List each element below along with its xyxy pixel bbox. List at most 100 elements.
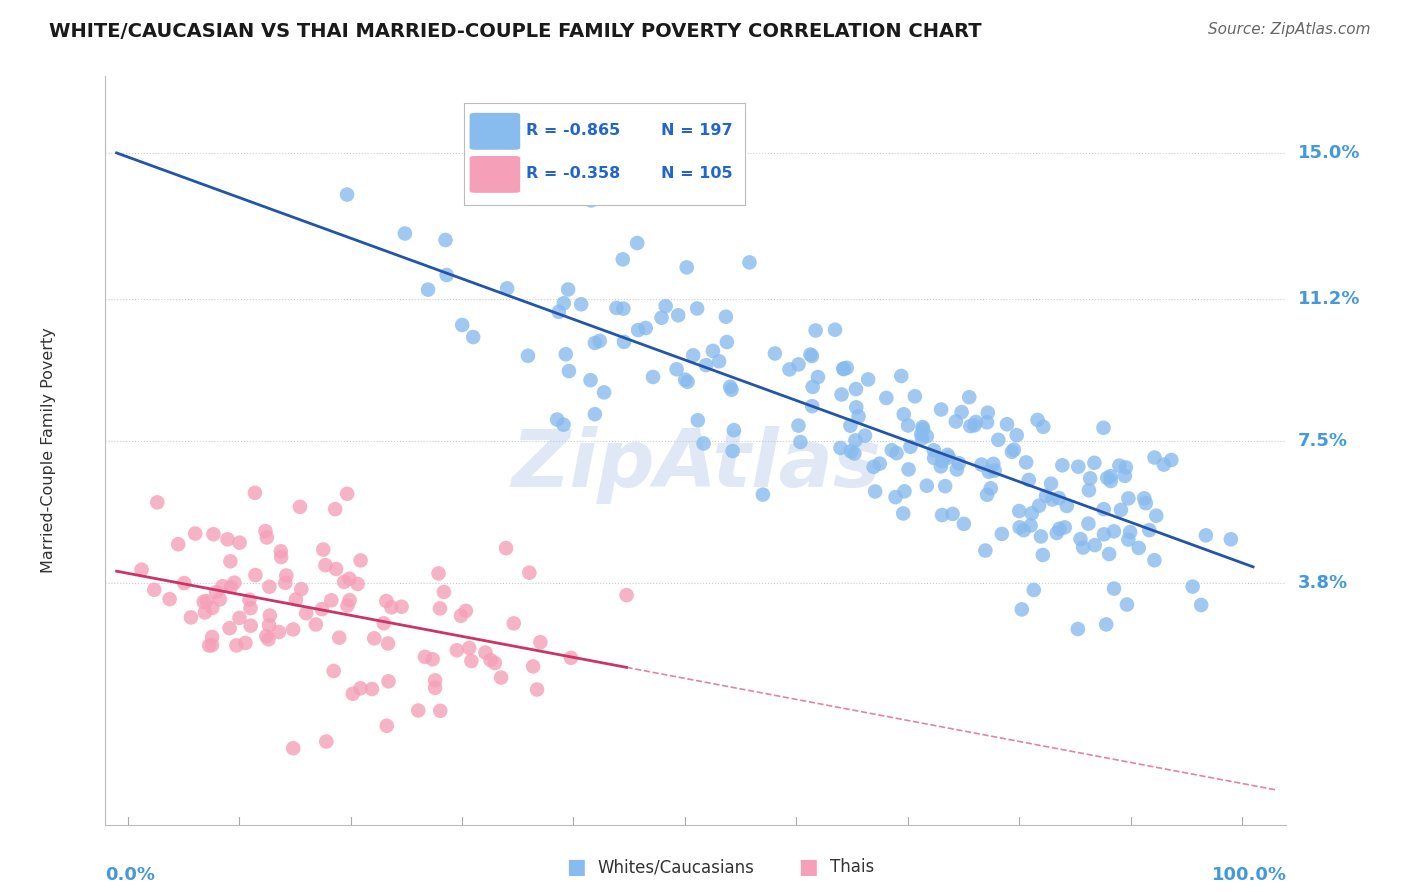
Point (1002, 442, 1025, 457)
Point (1035, 489, 1057, 503)
Point (804, 323, 827, 337)
Point (1115, 460, 1137, 475)
Point (259, 608, 281, 623)
Point (830, 441, 852, 455)
Point (184, 526, 207, 541)
Point (682, 348, 704, 362)
Point (553, 417, 575, 432)
Point (835, 360, 858, 375)
Point (484, 656, 506, 670)
Point (579, 373, 602, 387)
Point (612, 252, 634, 267)
Point (824, 323, 846, 337)
Point (807, 370, 830, 384)
Point (546, 412, 568, 426)
Point (529, 635, 551, 649)
Point (429, 601, 451, 615)
Point (862, 459, 884, 474)
Point (270, 544, 292, 558)
Point (612, 301, 634, 316)
Point (1077, 516, 1099, 531)
Point (243, 486, 266, 500)
Point (583, 335, 606, 350)
Point (239, 618, 262, 632)
Point (856, 372, 879, 386)
Text: 100.0%: 100.0% (1212, 866, 1286, 884)
Point (295, 606, 318, 620)
Point (489, 671, 512, 685)
Point (1005, 428, 1028, 442)
Point (915, 479, 938, 493)
Point (413, 649, 436, 664)
Point (193, 595, 215, 609)
Point (707, 354, 730, 368)
Point (654, 299, 676, 313)
Point (496, 281, 519, 295)
Point (315, 734, 337, 748)
Point (1116, 598, 1139, 612)
Point (458, 640, 481, 655)
Point (1098, 547, 1121, 561)
Point (256, 531, 278, 545)
Point (235, 636, 257, 650)
Point (377, 674, 399, 689)
Point (1143, 450, 1166, 465)
Point (692, 436, 714, 450)
Point (1021, 506, 1043, 520)
Point (1078, 471, 1101, 485)
Point (1040, 492, 1063, 507)
Point (981, 457, 1004, 471)
Point (953, 516, 976, 531)
Point (1181, 580, 1204, 594)
Point (1128, 541, 1150, 555)
Point (1052, 458, 1074, 473)
Point (201, 630, 224, 644)
FancyBboxPatch shape (470, 156, 520, 193)
Point (201, 638, 224, 652)
Point (377, 636, 399, 650)
Point (1047, 491, 1070, 505)
Point (884, 490, 907, 504)
Point (228, 611, 250, 625)
Point (259, 580, 281, 594)
Point (339, 593, 361, 607)
Point (787, 358, 810, 372)
Point (1053, 520, 1076, 534)
Point (714, 310, 737, 324)
Point (1069, 532, 1091, 546)
Point (1108, 458, 1130, 473)
Point (131, 563, 153, 577)
Point (980, 481, 1002, 495)
Point (1144, 508, 1167, 523)
Point (1084, 538, 1107, 552)
Point (1153, 458, 1175, 472)
Point (194, 606, 217, 620)
Point (738, 255, 761, 269)
Point (1097, 471, 1119, 485)
Point (558, 364, 581, 378)
Point (893, 407, 915, 421)
Point (517, 349, 540, 363)
Point (1067, 622, 1090, 636)
Point (974, 543, 997, 558)
Point (789, 435, 811, 450)
Point (267, 625, 290, 640)
Point (702, 343, 724, 358)
Point (922, 443, 945, 458)
Point (429, 704, 451, 718)
Point (1114, 468, 1136, 483)
Text: ■: ■ (799, 857, 818, 877)
Point (616, 588, 638, 602)
Point (718, 380, 741, 394)
Point (557, 283, 579, 297)
Point (948, 456, 970, 470)
Point (336, 487, 359, 501)
Point (375, 594, 398, 608)
Point (945, 414, 967, 428)
Point (1133, 491, 1156, 506)
Point (1160, 453, 1182, 467)
Point (911, 431, 934, 445)
Point (314, 558, 336, 573)
Point (1092, 527, 1115, 541)
Point (579, 194, 602, 208)
